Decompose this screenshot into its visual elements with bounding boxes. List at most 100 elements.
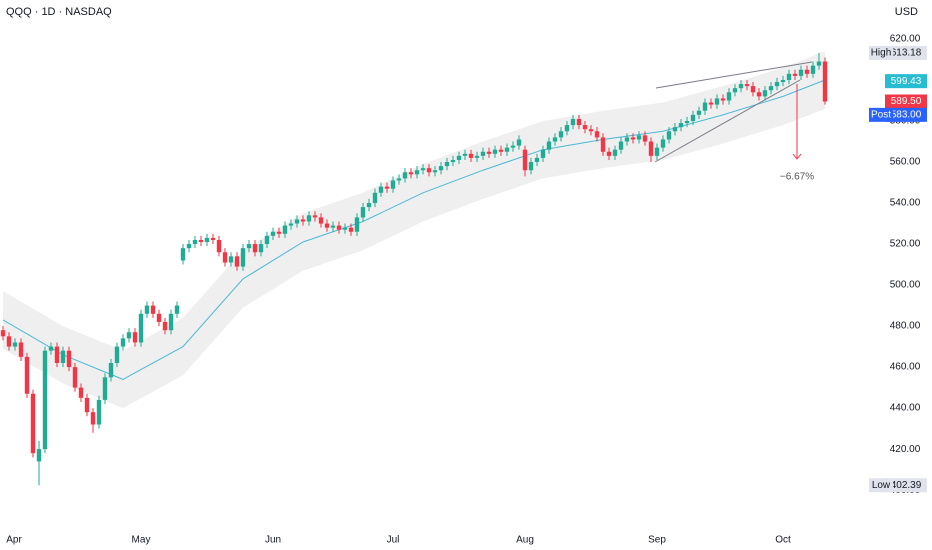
candle-body [498,149,504,152]
candle-body [354,217,360,232]
candle-body [252,244,258,253]
candle-body [522,149,528,171]
candle-body [120,338,126,347]
candle-body [426,168,432,173]
candle-body [798,69,804,76]
candle-body [66,350,72,368]
candle-body [168,313,174,331]
candle-body [18,342,24,357]
candle-body [480,151,486,156]
price-tag-value: 583.00 [891,109,922,120]
x-tick-label: Sep [648,535,666,546]
candle-body [408,172,414,175]
candle-body [84,397,90,413]
candle-body [618,141,624,150]
candle-body [48,346,54,351]
candle-body [306,215,312,222]
candle-body [282,225,288,234]
trend-line [654,79,801,163]
candle-body [96,399,102,425]
candle-body [534,157,540,163]
candle-body [510,145,516,148]
y-tick-label: 420.00 [890,444,921,455]
candle-body [270,231,276,236]
y-tick-label: 480.00 [890,321,921,332]
candle-body [450,159,456,163]
candle-body [348,227,354,232]
price-tag [885,107,927,122]
candle-body [702,102,708,111]
candle-body [822,61,828,102]
moving-average [2,79,826,380]
candle-body [300,219,306,222]
candle-body [372,192,378,204]
candle-body [768,86,774,91]
candle-body [12,342,18,347]
candle-body [726,92,732,101]
candle-body [318,217,324,224]
candle-body [738,84,744,89]
candle-body [690,114,696,121]
price-tag-name: Post [871,109,891,120]
candle-body [288,223,294,226]
candle-body [774,82,780,87]
y-tick-label: 520.00 [890,239,921,250]
candle-body [744,84,750,87]
candle-body [162,321,168,331]
candle-body [108,362,114,378]
candle-body [210,237,216,240]
candle-body [666,131,672,140]
candle-body [78,387,84,398]
candle-body [456,155,462,160]
candle-body [552,137,558,142]
band [3,51,825,409]
candle-body [624,137,630,142]
candle-body [720,98,726,101]
y-tick-label: 500.00 [890,280,921,291]
candle-body [336,225,342,230]
candle-body [24,356,30,394]
candle-body [570,118,576,126]
price-tag [885,74,927,89]
candle-body [258,244,264,253]
candle-body [222,252,228,263]
candle-body [612,149,618,156]
candle-body [294,219,300,224]
candle-body [462,153,468,156]
candle-body [156,313,162,322]
candle-body [126,332,132,339]
price-tag-name-bg [869,478,893,493]
x-tick-label: Jun [265,535,281,546]
candle-body [264,235,270,245]
plot-area [0,51,828,486]
price-tag-name-bg [869,107,893,122]
y-tick-label: 560.00 [890,157,921,168]
candle-body [678,123,684,128]
trend-line [655,61,813,89]
y-tick-label: 540.00 [890,198,921,209]
candle-body [60,350,66,363]
candle-body [150,305,156,314]
candle-body [390,180,396,189]
candle-body [54,346,60,363]
price-tag [885,94,927,109]
candle-body [246,244,252,249]
candle-body [324,223,330,228]
candle-body [204,237,210,242]
candle-body [174,305,180,314]
annotation: −6.67% [780,172,814,183]
y-tick-label: 440.00 [890,403,921,414]
candle-body [786,73,792,80]
candle-body [540,149,546,158]
candle-body [240,248,246,267]
candle-body [132,332,138,343]
candle-body [36,449,42,462]
candle-body [804,69,810,74]
candle-body [192,239,198,245]
candle-body [600,137,606,152]
price-tag-value: 599.43 [891,76,922,87]
candle-body [576,118,582,126]
candle-body [660,139,666,148]
